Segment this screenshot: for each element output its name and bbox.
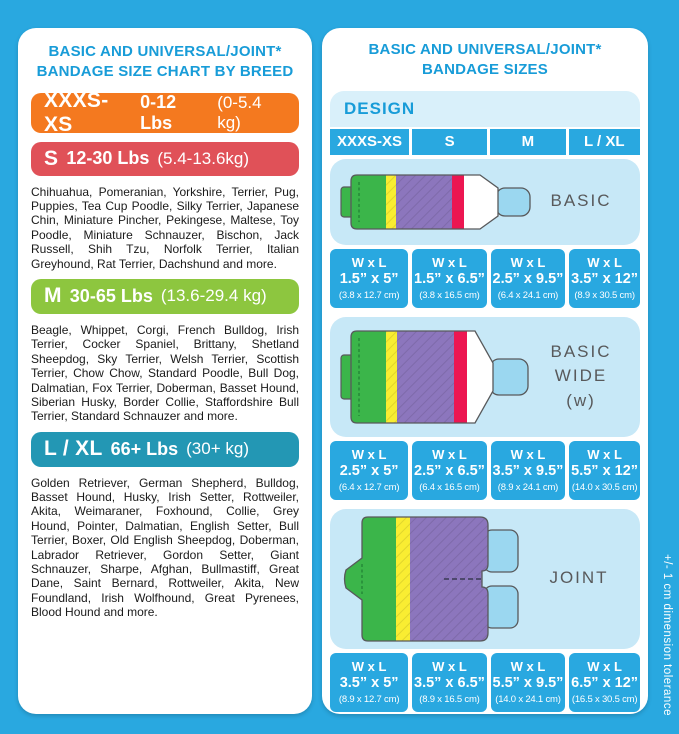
size-cell: W x L 5.5” x 12” (14.0 x 30.5 cm) xyxy=(569,440,640,500)
size-banner-l-xl: L / XL 66+ Lbs (30+ kg) xyxy=(31,431,299,467)
design-row-basic-wide: BASIC WIDE (w) xyxy=(330,316,640,437)
basic-bandage-illustration xyxy=(340,173,531,230)
left-panel-title: BASIC AND UNIVERSAL/JOINT* BANDAGE SIZE … xyxy=(31,42,299,82)
size-banner-xxxs-xs: XXXS-XS 0-12 Lbs (0-5.4 kg) xyxy=(31,89,299,136)
design-header: DESIGN xyxy=(330,90,640,127)
size-banner-label: L / XL xyxy=(44,437,103,461)
size-banner-kg: (13.6-29.4 kg) xyxy=(160,286,267,306)
design-name-joint: JOINT xyxy=(549,568,609,588)
size-cell: W x L 5.5” x 9.5” (14.0 x 24.1 cm) xyxy=(490,652,566,712)
size-cell: W x L 2.5” x 5” (6.4 x 12.7 cm) xyxy=(330,440,409,500)
size-table-panel: BASIC AND UNIVERSAL/JOINT* BANDAGE SIZES… xyxy=(322,28,648,714)
size-banner-label: XXXS-XS xyxy=(44,88,109,136)
size-cell: W x L 1.5” x 5” (3.8 x 12.7 cm) xyxy=(330,248,409,308)
basic-wide-size-row: W x L 2.5” x 5” (6.4 x 12.7 cm) W x L 2.… xyxy=(330,440,640,500)
size-cell: W x L 2.5” x 9.5” (6.4 x 24.1 cm) xyxy=(490,248,566,308)
column-header-m: M xyxy=(490,128,566,155)
breed-chart-panel: BASIC AND UNIVERSAL/JOINT* BANDAGE SIZE … xyxy=(18,28,312,714)
joint-bandage-illustration xyxy=(343,515,519,642)
size-cell: W x L 3.5” x 6.5” (8.9 x 16.5 cm) xyxy=(412,652,487,712)
left-title-line1: BASIC AND UNIVERSAL/JOINT* xyxy=(48,43,282,60)
breed-list-large: Golden Retriever, German Shepherd, Bulld… xyxy=(31,475,299,620)
size-cell: W x L 1.5” x 6.5” (3.8 x 16.5 cm) xyxy=(412,248,487,308)
size-cell: W x L 6.5” x 12” (16.5 x 30.5 cm) xyxy=(569,652,640,712)
left-title-line2: BANDAGE SIZE CHART BY BREED xyxy=(36,62,294,80)
design-row-joint: JOINT xyxy=(330,508,640,649)
size-column-headers: XXXS-XS S M L / XL xyxy=(330,128,640,155)
column-header-s: S xyxy=(412,128,488,155)
size-banner-m: M 30-65 Lbs (13.6-29.4 kg) xyxy=(31,278,299,314)
breed-list-small: Chihuahua, Pomeranian, Yorkshire, Terrie… xyxy=(31,184,299,271)
breed-list-medium: Beagle, Whippet, Corgi, French Bulldog, … xyxy=(31,322,299,424)
basic-wide-bandage-illustration xyxy=(340,329,529,424)
tolerance-note: +/- 1 cm dimension tolerance xyxy=(661,554,673,716)
size-banner-lbs: 30-65 Lbs xyxy=(69,285,153,306)
right-panel-title: BASIC AND UNIVERSAL/JOINT* BANDAGE SIZES xyxy=(330,40,640,80)
size-cell: W x L 3.5” x 5” (8.9 x 12.7 cm) xyxy=(330,652,409,712)
design-row-basic: BASIC xyxy=(330,158,640,245)
size-banner-lbs: 12-30 Lbs xyxy=(66,148,150,169)
size-cell: W x L 2.5” x 6.5” (6.4 x 16.5 cm) xyxy=(412,440,487,500)
basic-size-row: W x L 1.5” x 5” (3.8 x 12.7 cm) W x L 1.… xyxy=(330,248,640,308)
size-banner-kg: (30+ kg) xyxy=(186,439,249,459)
column-header-xxxs-xs: XXXS-XS xyxy=(330,128,409,155)
size-banner-lbs: 0-12 Lbs xyxy=(140,91,177,133)
right-title-line2: BANDAGE SIZES xyxy=(422,60,548,78)
size-banner-label: S xyxy=(44,146,59,170)
size-banner-lbs: 66+ Lbs xyxy=(110,438,179,459)
size-cell: W x L 3.5” x 12” (8.9 x 30.5 cm) xyxy=(569,248,640,308)
design-name-basic: BASIC xyxy=(550,191,612,211)
design-header-label: DESIGN xyxy=(344,98,416,118)
size-banner-s: S 12-30 Lbs (5.4-13.6kg) xyxy=(31,141,299,176)
joint-size-row: W x L 3.5” x 5” (8.9 x 12.7 cm) W x L 3.… xyxy=(330,652,640,712)
size-banner-kg: (5.4-13.6kg) xyxy=(157,148,250,168)
design-name-basic-wide: BASIC WIDE (w) xyxy=(550,341,612,410)
column-header-l-xl: L / XL xyxy=(568,128,640,155)
size-cell: W x L 3.5” x 9.5” (8.9 x 24.1 cm) xyxy=(490,440,566,500)
size-banner-label: M xyxy=(44,284,62,308)
right-title-line1: BASIC AND UNIVERSAL/JOINT* xyxy=(368,41,602,58)
size-banner-kg: (0-5.4 kg) xyxy=(217,92,262,132)
